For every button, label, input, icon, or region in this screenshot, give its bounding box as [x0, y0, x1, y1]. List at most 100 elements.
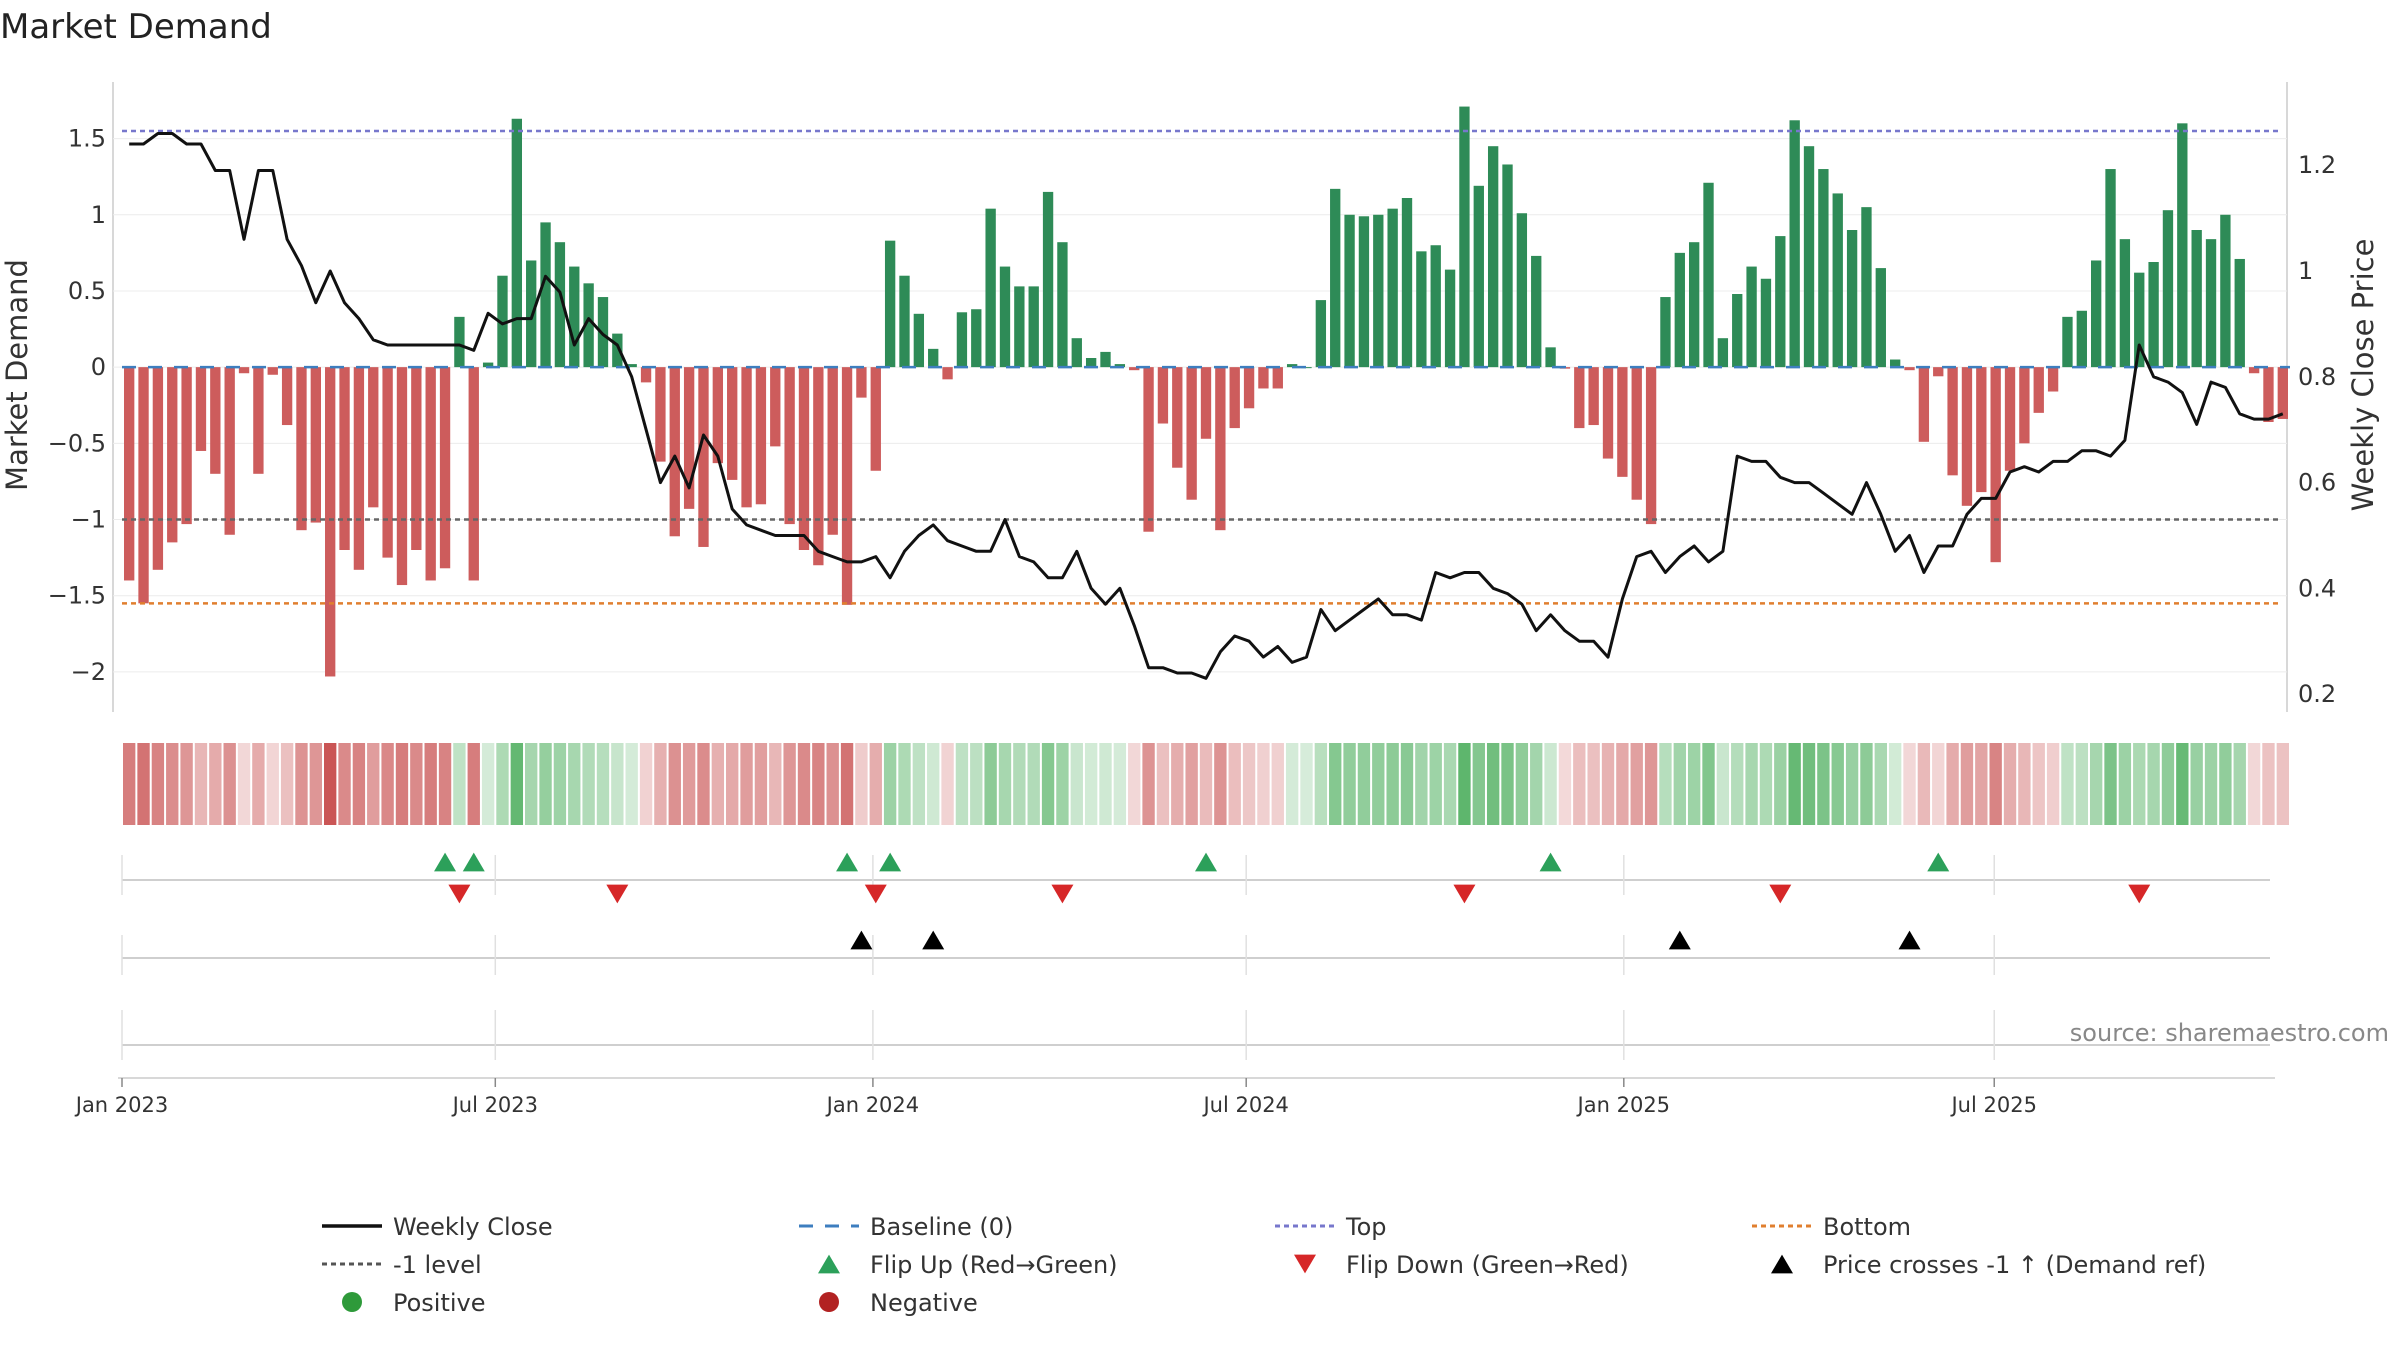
- negative-demand-bar: [1272, 367, 1283, 389]
- demand-strip-cell: [180, 743, 193, 825]
- legend-label: Top: [1345, 1213, 1387, 1241]
- demand-strip-cell: [625, 743, 638, 825]
- demand-strip-cell: [1860, 743, 1873, 825]
- negative-demand-bar: [224, 367, 235, 535]
- demand-strip-cell: [539, 743, 552, 825]
- negative-demand-bar: [2033, 367, 2044, 413]
- flip-down-marker: [1769, 884, 1792, 904]
- demand-strip-cell: [1372, 743, 1385, 825]
- positive-demand-bar: [1703, 182, 1714, 368]
- legend-swatch-triangle-up: [1771, 1254, 1793, 1274]
- demand-strip-cell: [1343, 743, 1356, 825]
- negative-demand-bar: [683, 367, 695, 509]
- x-axis: Jan 2023 Jul 2023 Jan 2024 Jul 2024 Jan 2025…: [74, 1077, 2275, 1117]
- demand-strip-cell: [1300, 743, 1313, 825]
- positive-demand-bar: [497, 275, 508, 368]
- demand-strip-cell: [697, 743, 710, 825]
- demand-strip-cell: [1228, 743, 1241, 825]
- negative-demand-bar: [396, 367, 408, 586]
- demand-strip-cell: [252, 743, 265, 825]
- negative-demand-bar: [870, 367, 881, 471]
- demand-strip-cell: [970, 743, 983, 825]
- demand-strip-cell: [1142, 743, 1155, 825]
- demand-strip-cell: [1070, 743, 1083, 825]
- y-tick-label: −0.5: [48, 429, 106, 457]
- demand-strip-cell: [1644, 743, 1658, 825]
- demand-strip-cell: [395, 743, 409, 825]
- demand-strip-cell: [381, 743, 394, 825]
- demand-strip-cell: [2003, 743, 2017, 825]
- demand-strip-cell: [1616, 743, 1629, 825]
- positive-demand-bar: [1042, 191, 1054, 368]
- demand-strip-cell: [1099, 743, 1112, 825]
- legend-label: Negative: [870, 1289, 978, 1317]
- demand-strip-cell: [1544, 743, 1557, 825]
- positive-demand-bar: [1832, 193, 1843, 368]
- demand-strip-cell: [2276, 743, 2289, 825]
- negative-demand-bar: [468, 367, 479, 581]
- y-tick-label: 1.5: [68, 125, 106, 153]
- y2-tick-label: 0.4: [2298, 574, 2336, 602]
- positive-demand-bar: [1430, 245, 1441, 368]
- demand-strip-cell: [410, 743, 423, 825]
- positive-demand-bar: [1315, 300, 1327, 368]
- demand-strip-cell: [1171, 743, 1184, 825]
- demand-strip-cell: [194, 743, 208, 825]
- demand-strip-cell: [1271, 743, 1284, 825]
- demand-strip-cell: [2247, 743, 2261, 825]
- negative-demand-bar: [669, 367, 680, 537]
- demand-strip-cell: [1443, 743, 1457, 825]
- source-note: source: sharemaestro.com: [2070, 1019, 2389, 1047]
- demand-strip-cell: [1386, 743, 1399, 825]
- negative-demand-bar: [253, 367, 264, 474]
- positive-demand-bar: [1789, 120, 1800, 368]
- negative-demand-bar: [1602, 367, 1614, 459]
- weekly-close-line: [129, 132, 2284, 680]
- positive-demand-bar: [554, 242, 566, 368]
- positive-demand-bar: [971, 309, 982, 368]
- demand-strip-cell: [1429, 743, 1442, 825]
- chart-title: Market Demand: [0, 7, 272, 47]
- positive-demand-bar: [1732, 294, 1743, 368]
- negative-demand-bar: [124, 367, 135, 581]
- negative-demand-bar: [353, 367, 365, 570]
- negative-demand-bar: [1186, 367, 1197, 500]
- demand-strip-cell: [869, 743, 882, 825]
- demand-strip-cell: [797, 743, 811, 825]
- demand-strip-cell: [1156, 743, 1170, 825]
- demand-strip-cell: [1285, 743, 1299, 825]
- negative-demand-bar: [798, 367, 810, 550]
- positive-demand-bar: [1459, 106, 1470, 368]
- demand-strip-cell: [1874, 743, 1887, 825]
- demand-strip-cell: [525, 743, 538, 825]
- demand-strip-cell: [2032, 743, 2045, 825]
- positive-demand-bar: [1301, 367, 1312, 369]
- demand-strip-cell: [1903, 743, 1916, 825]
- positive-demand-bar: [1818, 169, 1829, 368]
- positive-demand-bar: [985, 208, 996, 368]
- positive-demand-bar: [2119, 239, 2131, 368]
- demand-strip-cell: [1400, 743, 1414, 825]
- demand-strip-cell: [1357, 743, 1371, 825]
- demand-strip-cell: [2176, 743, 2189, 825]
- negative-demand-bar: [1129, 367, 1140, 371]
- demand-strip-cell: [1932, 743, 1945, 825]
- negative-demand-bar: [1976, 367, 1987, 493]
- positive-demand-bar: [884, 240, 896, 368]
- negative-demand-bar: [138, 367, 149, 604]
- negative-demand-bar: [1617, 367, 1628, 477]
- y2-tick-label: 1: [2298, 257, 2313, 285]
- positive-demand-bar: [1502, 164, 1513, 368]
- positive-demand-bar: [1674, 252, 1685, 368]
- demand-strip-cell: [266, 743, 279, 825]
- negative-demand-bar: [755, 367, 767, 505]
- demand-strip-cell: [754, 743, 768, 825]
- negative-demand-bar: [238, 367, 250, 374]
- demand-strip-cell: [1745, 743, 1758, 825]
- positive-demand-bar: [1071, 338, 1082, 368]
- negative-demand-bar: [698, 367, 709, 547]
- legend-label: Weekly Close: [393, 1213, 553, 1241]
- positive-demand-bar: [913, 313, 925, 368]
- y2-tick-label: 1.2: [2298, 151, 2336, 179]
